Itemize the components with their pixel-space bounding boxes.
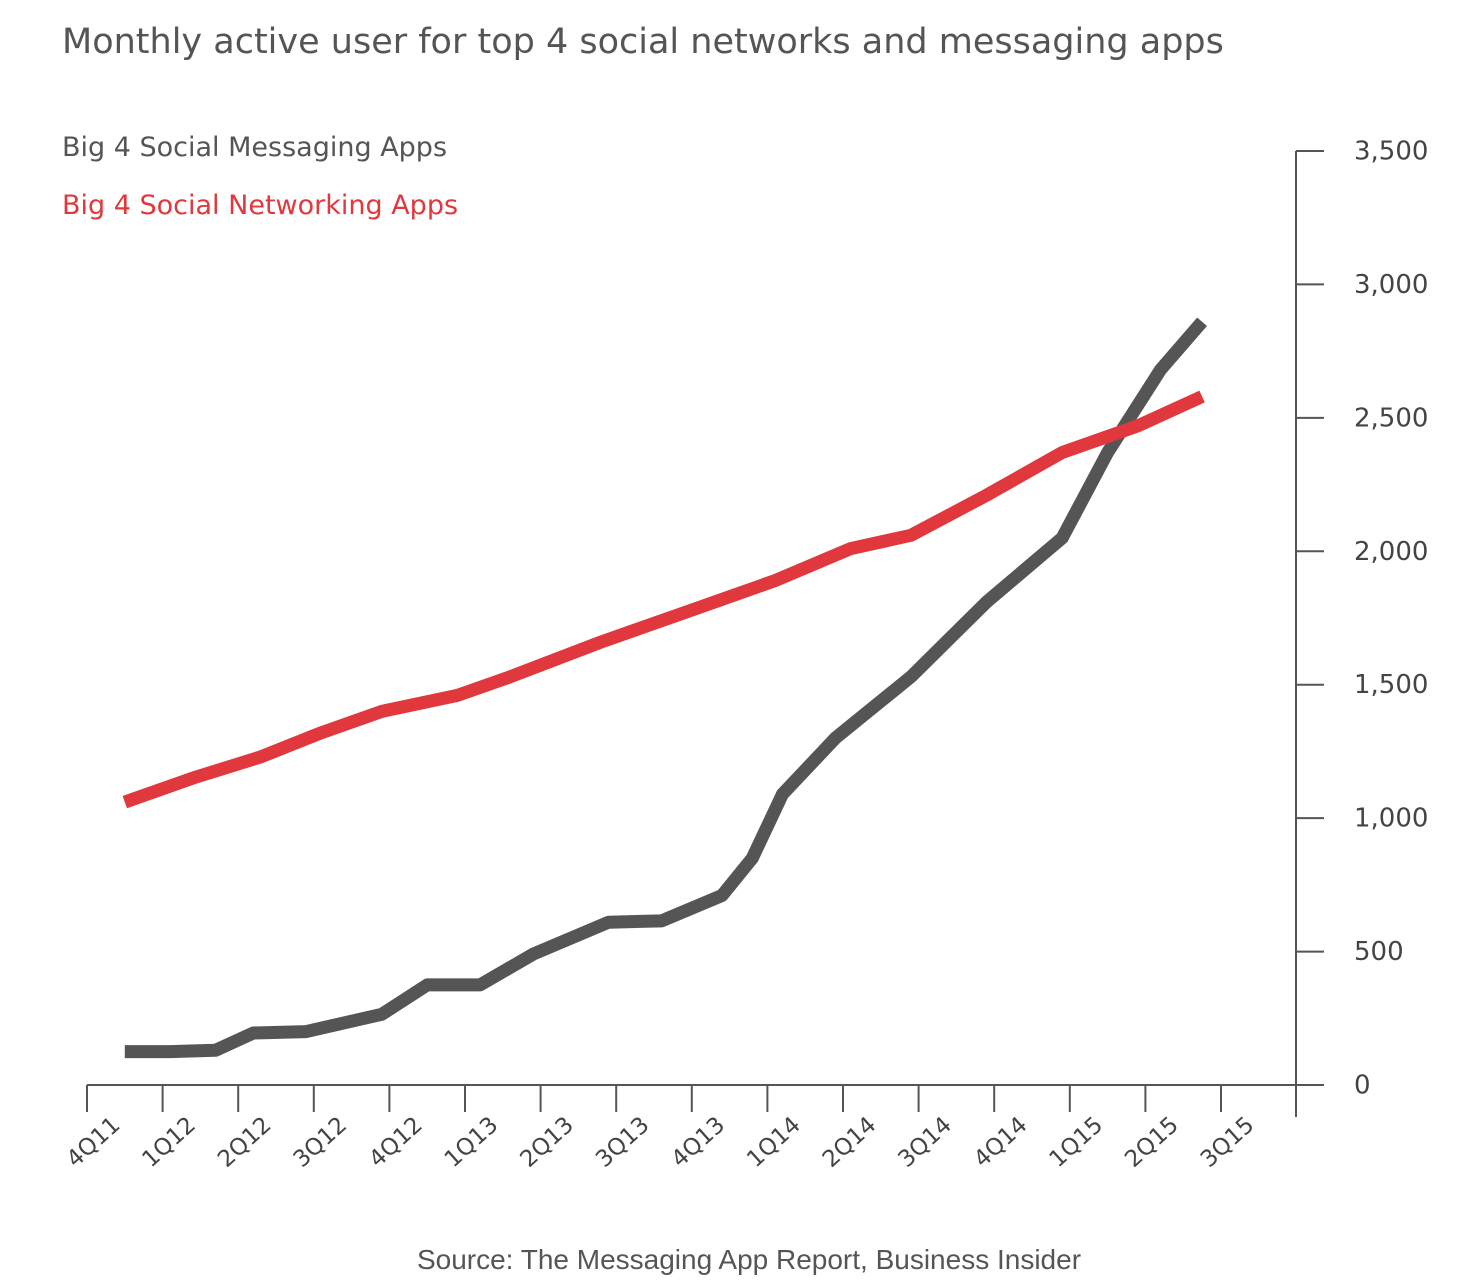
x-tick-label: 4Q11	[62, 1112, 125, 1173]
chart-title: Monthly active user for top 4 social net…	[62, 22, 1224, 62]
y-tick-label: 2,000	[1354, 537, 1428, 567]
x-tick-label: 4Q14	[969, 1112, 1032, 1173]
x-tick-label: 2Q14	[818, 1112, 881, 1173]
x-tick-label: 1Q12	[137, 1112, 200, 1173]
y-tick-label: 500	[1354, 937, 1404, 967]
chart-axes: 4Q11 1Q12 2Q12 3Q12 4Q12 1Q13 2Q13 3Q13 4Q13 1Q14…	[62, 137, 1429, 1173]
legend-entry-networking: Big 4 Social Networking Apps	[62, 190, 459, 221]
x-tick-label: 3Q14	[893, 1112, 956, 1173]
series-line-networking	[122, 390, 1205, 809]
x-tick-label: 1Q13	[440, 1112, 503, 1173]
x-tick-label: 3Q12	[289, 1112, 352, 1173]
x-tick-label: 3Q13	[591, 1112, 654, 1173]
y-tick-label: 1,000	[1354, 804, 1428, 834]
x-tick-label: 4Q12	[364, 1112, 427, 1173]
y-tick-label: 2,500	[1354, 403, 1428, 433]
legend-entry-messaging: Big 4 Social Messaging Apps	[62, 132, 448, 163]
y-tick-label: 3,000	[1354, 270, 1428, 300]
x-tick-label: 3Q15	[1196, 1112, 1259, 1173]
y-tick-label: 3,500	[1354, 137, 1428, 167]
x-tick-label: 2Q15	[1120, 1112, 1183, 1173]
x-tick-label: 2Q12	[213, 1112, 276, 1173]
y-tick-label: 1,500	[1354, 670, 1428, 700]
y-tick-label: 0	[1354, 1071, 1371, 1101]
chart-series	[122, 317, 1208, 1059]
series-line-messaging	[124, 317, 1208, 1059]
source-note: Source: The Messaging App Report, Busine…	[416, 1244, 1082, 1275]
x-tick-label: 2Q13	[515, 1112, 578, 1173]
x-tick-label: 1Q14	[742, 1112, 805, 1173]
x-tick-label: 1Q15	[1045, 1112, 1108, 1173]
x-tick-label: 4Q13	[667, 1112, 730, 1173]
